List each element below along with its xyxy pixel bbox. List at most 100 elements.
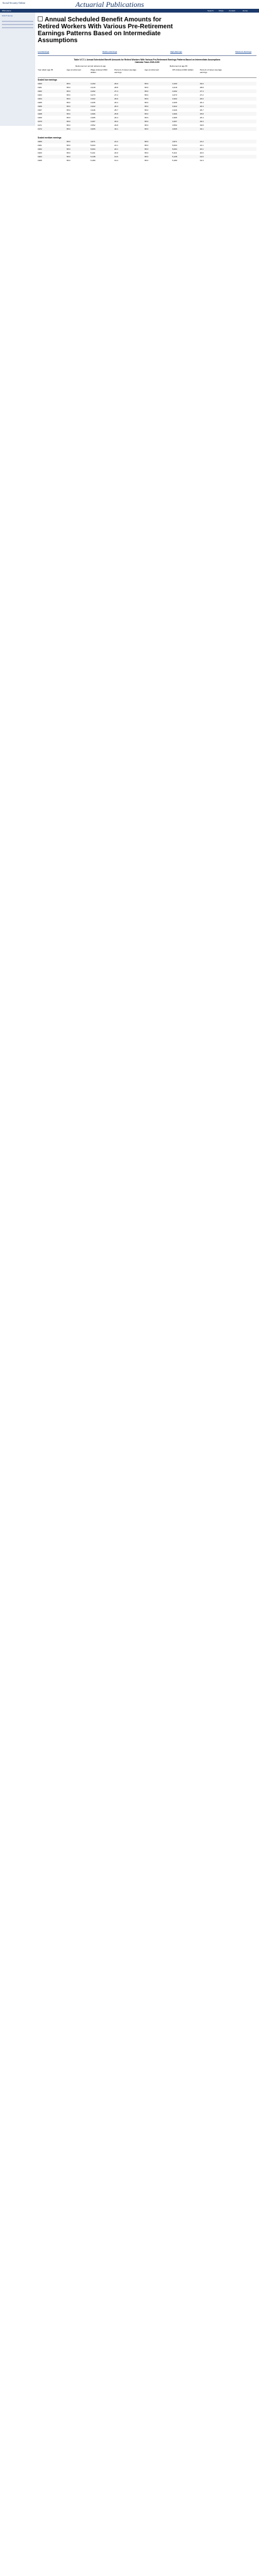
table-cell: 20.1 — [114, 148, 118, 150]
table-cell: 1963 — [38, 152, 42, 154]
table-cell: 33.1 — [114, 128, 118, 130]
table-row: 1964 65:0 5,138 19.6 65:0 5,138 19.6 — [38, 155, 256, 159]
table-cell: 25.8 — [200, 113, 204, 115]
table-cell: 3,665 — [91, 128, 96, 130]
main-content: Annual Scheduled Benefit Amounts for Ret… — [38, 13, 256, 162]
table-cell: 65:0 — [67, 152, 70, 154]
table-row: 1970 65:0 3,467 29.3 65:0 3,467 29.3 — [38, 120, 256, 123]
table-body-low: 1960 65:0 3,160 29.0 65:0 3,160 29.0 1961 65:0 3,… — [38, 82, 256, 131]
sidebar-divider — [2, 21, 33, 22]
table-cell: 3,335 — [91, 101, 96, 104]
table-cell: 3,160 — [172, 82, 177, 85]
link-maximum-earnings[interactable]: Maximum Earnings — [235, 50, 251, 53]
table-cell: 20.1 — [200, 148, 204, 150]
table-cell: 3,218 — [91, 86, 96, 89]
table-cell: 1962 — [38, 90, 42, 92]
table-cell: 65:0 — [145, 101, 148, 104]
sidebar-item-oact-home[interactable]: OACT Home — [2, 14, 13, 17]
table-cell: 65:0 — [67, 113, 70, 115]
table-cell: 4,971 — [172, 140, 177, 143]
col-header-age: Age at retirement — [67, 69, 82, 71]
table-cell: 65:0 — [67, 98, 70, 100]
table-row: 1971 65:0 3,552 29.8 65:0 3,552 29.8 — [38, 123, 256, 127]
table-cell: 65:0 — [67, 144, 70, 147]
table-cell: 1972 — [38, 128, 42, 130]
table-cell: 21.2 — [200, 140, 204, 143]
table-cell: 1970 — [38, 120, 42, 123]
table-cell: 19.4 — [114, 159, 118, 162]
table-row: 1967 65:0 3,346 25.7 65:0 3,346 25.7 — [38, 108, 256, 112]
col-header-wage: Wage-indexed 2022 dollars — [91, 69, 107, 74]
table-cell: 65:0 — [145, 94, 148, 96]
table-cell: 65:0 — [67, 120, 70, 123]
col-header-age-65: Age at retirement — [145, 69, 160, 71]
table-cell: 3,302 — [172, 98, 177, 100]
agency-name[interactable]: Social Security Online — [3, 1, 26, 4]
table-cell: 27.4 — [114, 90, 118, 92]
table-cell: 65:0 — [67, 90, 70, 92]
table-row: 1962 65:0 3,292 27.4 65:0 3,292 27.4 — [38, 89, 256, 93]
table-cell: 5,138 — [91, 155, 96, 158]
column-group-headers: Retirement at normal retirement age Reti… — [38, 65, 256, 69]
table-cell: 3,366 — [172, 113, 177, 115]
col-header-pct-65: Percent of career-average earnings — [200, 69, 222, 74]
table-cell: 26.6 — [114, 98, 118, 100]
table-cell: 25.7 — [114, 109, 118, 111]
link-low-earnings[interactable]: Low Earnings — [38, 50, 50, 53]
nav-contact[interactable]: Contact — [229, 9, 236, 12]
table-cell: 65:0 — [145, 159, 148, 162]
table-cell: 26.6 — [200, 98, 204, 100]
top-nav: SSA Home Search FAQs Contact Home — [0, 9, 259, 13]
table-row: 1972 65:0 3,665 33.1 65:0 3,665 33.1 — [38, 127, 256, 131]
table-row: 1965 65:0 3,335 26.4 65:0 3,335 26.4 — [38, 101, 256, 104]
table-body-medium: 1960 65:0 4,971 21.2 65:0 4,971 21.2 1961 65:0 5,… — [38, 140, 256, 162]
table-cell: 65:0 — [67, 155, 70, 158]
table-cell: 65:0 — [145, 116, 148, 119]
table-row: 1961 65:0 3,218 28.8 65:0 3,218 28.8 — [38, 86, 256, 89]
table-cell: 3,467 — [91, 120, 96, 123]
col-header-cpi: CPI-indexed 2022 dollars — [172, 69, 194, 71]
table-cell: 26.4 — [114, 116, 118, 119]
table-cell: 5,113 — [172, 152, 177, 154]
table-cell: 1961 — [38, 86, 42, 89]
table-cell: 5,094 — [91, 148, 96, 150]
table-row: 1960 65:0 4,971 21.2 65:0 4,971 21.2 — [38, 140, 256, 143]
nav-faqs[interactable]: FAQs — [219, 9, 224, 12]
table-cell: 28.8 — [114, 86, 118, 89]
sidebar: OACT Home — [0, 13, 35, 126]
table-cell: 3,395 — [91, 116, 96, 119]
table-cell: 65:0 — [67, 148, 70, 150]
table-cell: 65:0 — [145, 90, 148, 92]
table-cell: 65:0 — [67, 116, 70, 119]
table-cell: 33.1 — [200, 128, 204, 130]
table-cell: 29.8 — [200, 124, 204, 126]
nav-home[interactable]: Home — [243, 9, 248, 12]
table-cell: 29.8 — [114, 124, 118, 126]
section-heading-low: Scaled low earnings — [38, 79, 57, 81]
table-cell: 65:0 — [67, 82, 70, 85]
table-cell: 25.7 — [200, 109, 204, 111]
table-cell: 25.8 — [114, 113, 118, 115]
table-cell: 1966 — [38, 105, 42, 108]
link-medium-earnings[interactable]: Medium Earnings — [102, 50, 118, 53]
table-cell: 65:0 — [145, 98, 148, 100]
nav-search[interactable]: Search — [207, 9, 214, 12]
table-row: 1963 65:0 3,273 27.2 65:0 3,273 27.2 — [38, 93, 256, 97]
table-cell: 19.6 — [200, 155, 204, 158]
col-header-pct: Percent of career-average earnings — [114, 69, 136, 74]
table-cell: 65:0 — [67, 94, 70, 96]
link-high-earnings[interactable]: High Earnings — [170, 50, 182, 53]
table-cell: 1968 — [38, 113, 42, 115]
table-cell: 3,346 — [91, 109, 96, 111]
table-cell: 65:0 — [67, 124, 70, 126]
table-cell: 65:0 — [145, 82, 148, 85]
table-cell: 3,322 — [91, 105, 96, 108]
table-cell: 5,180 — [172, 159, 177, 162]
ssa-home-link[interactable]: SSA Home — [2, 9, 11, 12]
table-cell: 65:0 — [145, 148, 148, 150]
table-cell: 28.8 — [200, 86, 204, 89]
table-cell: 20.0 — [200, 152, 204, 154]
table-cell: 20.0 — [114, 152, 118, 154]
table-cell: 65:0 — [145, 140, 148, 143]
